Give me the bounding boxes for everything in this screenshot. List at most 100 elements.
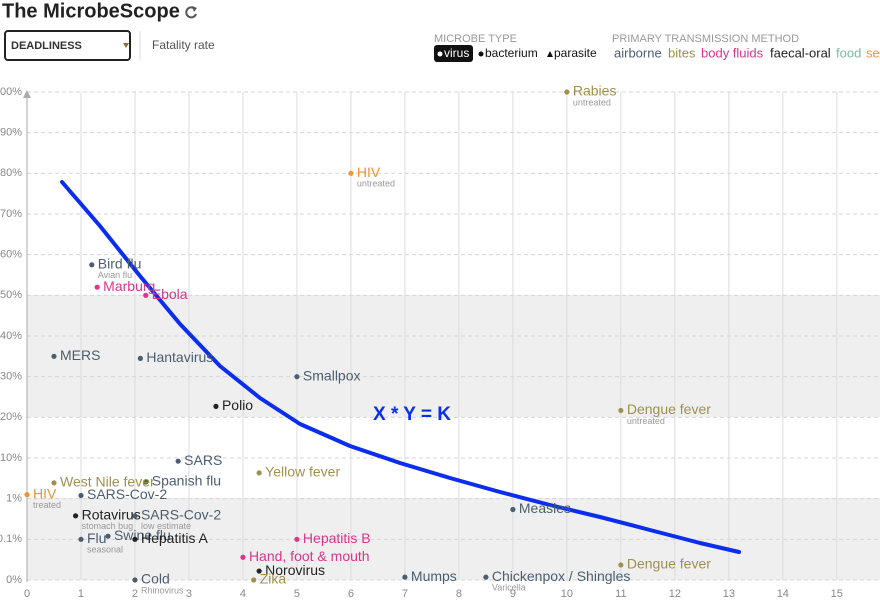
point-label[interactable]: Rabies (573, 83, 617, 99)
y-tick-label: 20% (0, 411, 22, 423)
point-label[interactable]: SARS-Cov-2 (141, 507, 221, 523)
y-tick-label: 100% (0, 86, 22, 98)
point-note: untreated (573, 97, 611, 107)
point-note: untreated (627, 416, 665, 426)
point[interactable] (105, 533, 111, 539)
point-label[interactable]: Bird flu (98, 256, 142, 272)
point-label[interactable]: Measles (519, 500, 571, 516)
legend-item[interactable]: food (836, 45, 861, 60)
point[interactable] (132, 536, 138, 542)
legend-item[interactable]: virus (444, 46, 469, 60)
x-tick-label: 8 (456, 588, 462, 600)
point-note: Avian flu (98, 270, 132, 280)
point-label[interactable]: Hand, foot & mouth (249, 548, 370, 564)
point-label[interactable]: HIV (357, 164, 381, 180)
legend-item[interactable]: parasite (554, 46, 597, 60)
point[interactable] (89, 262, 95, 268)
point-label[interactable]: Rotavirus (82, 507, 141, 523)
refresh-icon[interactable] (185, 6, 197, 19)
point-label[interactable]: Hepatitis B (303, 530, 371, 546)
legend-item[interactable]: airborne (614, 45, 662, 60)
point[interactable] (72, 513, 79, 519)
point[interactable] (294, 374, 300, 380)
point-note: Rhinovirus (141, 585, 184, 595)
point[interactable] (132, 513, 138, 519)
point[interactable] (143, 479, 149, 485)
point-label[interactable]: Swine flu (114, 527, 171, 543)
point-label[interactable]: Flu (87, 530, 106, 546)
point-label[interactable]: Smallpox (303, 367, 361, 383)
parasite-icon (547, 51, 553, 57)
point-label[interactable]: Ebola (152, 286, 188, 302)
point[interactable] (78, 536, 84, 542)
select-box[interactable] (4, 30, 131, 61)
select-value[interactable]: DEADLINESS (11, 40, 82, 52)
point-label[interactable]: Polio (222, 397, 253, 413)
point[interactable] (294, 536, 300, 542)
x-tick-label: 1 (78, 588, 84, 600)
x-tick-label: 10 (561, 588, 573, 600)
x-tick-label: 3 (186, 588, 192, 600)
point-label[interactable]: Hepatitis A (141, 530, 209, 546)
point[interactable] (94, 284, 100, 290)
y-tick-label: 50% (0, 289, 22, 301)
page-title: The MicrobeScope (2, 0, 180, 22)
annotation: X * Y = K (373, 404, 451, 425)
point[interactable] (402, 574, 408, 580)
legend-highlight[interactable] (434, 45, 473, 62)
point[interactable] (132, 577, 138, 583)
point[interactable] (51, 480, 57, 486)
point[interactable] (213, 403, 219, 409)
point[interactable] (618, 562, 624, 568)
legend-item[interactable]: bites (668, 45, 696, 60)
point-note: treated (33, 500, 61, 510)
x-tick-label: 5 (294, 588, 300, 600)
legend-item[interactable]: sexual (866, 45, 880, 60)
x-tick-label: 4 (240, 588, 246, 600)
point-label[interactable]: MERS (60, 347, 100, 363)
point[interactable] (24, 492, 30, 498)
legend-item[interactable]: faecal-oral (770, 45, 831, 60)
point[interactable] (483, 574, 489, 580)
bacterium-icon (478, 51, 484, 57)
point-label[interactable]: SARS (184, 452, 222, 468)
point[interactable] (240, 554, 246, 560)
grid (26, 91, 880, 581)
point-note: stomach bug (82, 521, 134, 531)
legend-item[interactable]: body fluids (701, 45, 764, 60)
point-label[interactable]: Spanish flu (152, 473, 221, 489)
point[interactable] (256, 470, 262, 476)
point[interactable] (78, 492, 84, 499)
point[interactable] (256, 568, 262, 574)
legend-title: MICROBE TYPE (434, 33, 517, 45)
point[interactable] (510, 506, 516, 513)
point[interactable] (564, 89, 570, 95)
point-label[interactable]: Marburg (103, 278, 155, 294)
point-label[interactable]: Hantavirus (146, 349, 213, 365)
point-label[interactable]: SARS-Cov-2 (87, 486, 167, 502)
point-label[interactable]: Norovirus (265, 562, 325, 578)
x-tick-label: 11 (615, 588, 626, 600)
y-tick-label: 80% (0, 167, 22, 179)
point-label[interactable]: Chickenpox / Shingles (492, 568, 631, 584)
point-label[interactable]: Dengue fever (627, 556, 711, 572)
legend-item[interactable]: bacterium (485, 46, 538, 60)
point-label[interactable]: Mumps (411, 568, 457, 584)
point-label[interactable]: West Nile fever (60, 474, 155, 490)
select-caret[interactable] (123, 43, 129, 48)
point-label[interactable]: HIV (33, 485, 57, 501)
point[interactable] (618, 407, 624, 414)
legend-title: PRIMARY TRANSMISSION METHOD (612, 33, 799, 45)
x-tick-label: 2 (132, 588, 138, 600)
point-label[interactable]: Dengue fever (627, 401, 711, 417)
point[interactable] (348, 170, 354, 176)
point[interactable] (143, 292, 149, 298)
point[interactable] (137, 355, 143, 361)
point-label[interactable]: Yellow fever (265, 464, 340, 480)
point[interactable] (251, 577, 257, 583)
point-label[interactable]: Cold (141, 571, 170, 587)
y-tick-label: 60% (0, 249, 22, 261)
point-label[interactable]: Zika (260, 571, 287, 587)
point[interactable] (51, 353, 57, 359)
point[interactable] (175, 458, 181, 464)
